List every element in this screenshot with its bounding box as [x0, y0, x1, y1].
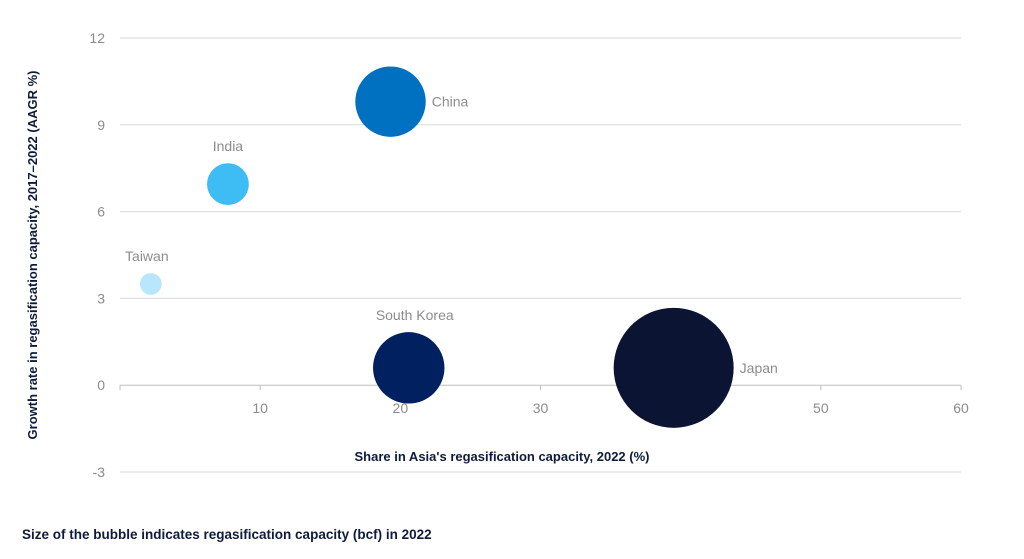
- bubble-labels: Taiwan India China South Korea Japan: [125, 94, 778, 376]
- bubble-label-china: China: [432, 94, 469, 110]
- bubble-india: [207, 163, 249, 206]
- y-tick-label: 3: [97, 290, 105, 306]
- bubble-label-india: India: [213, 138, 244, 154]
- bubbles: [139, 66, 734, 428]
- y-tick-label: -3: [93, 464, 106, 480]
- y-axis-title: Growth rate in regasification capacity, …: [25, 71, 40, 440]
- x-tick-label: 20: [393, 400, 409, 416]
- x-tick-label: 10: [252, 400, 268, 416]
- footnote: Size of the bubble indicates regasificat…: [22, 527, 432, 542]
- y-tick-label: 12: [89, 30, 105, 46]
- y-tick-label: 0: [97, 377, 105, 393]
- bubble-label-south-korea: South Korea: [376, 307, 454, 323]
- gridlines: [120, 37, 961, 473]
- bubble-china: [355, 66, 426, 137]
- bubble-label-taiwan: Taiwan: [125, 248, 169, 264]
- y-axis-ticks: -3 0 3 6 9 12: [89, 30, 105, 480]
- bubble-label-japan: Japan: [740, 360, 778, 376]
- y-tick-label: 6: [97, 204, 105, 220]
- x-tick-label: 50: [813, 400, 829, 416]
- x-tick-label: 30: [533, 400, 549, 416]
- x-axis: 102030405060: [119, 384, 969, 416]
- bubble-japan: [613, 307, 734, 428]
- bubble-taiwan: [139, 273, 162, 295]
- bubble-south-korea: [373, 332, 445, 404]
- x-tick-label: 60: [953, 400, 969, 416]
- y-tick-label: 9: [97, 117, 105, 133]
- x-axis-title: Share in Asia's regasification capacity,…: [355, 449, 650, 464]
